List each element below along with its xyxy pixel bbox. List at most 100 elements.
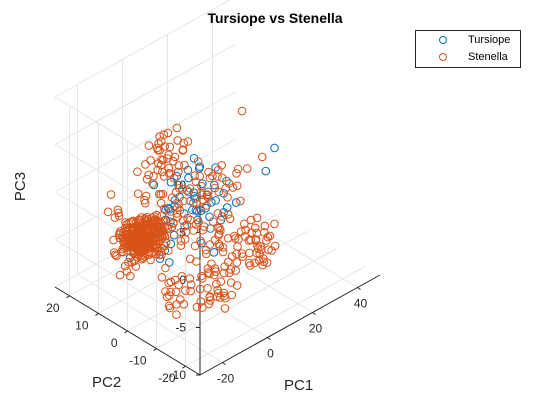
data-point-stenella — [169, 173, 179, 183]
legend-item-stenella[interactable]: Stenella — [416, 50, 520, 66]
data-point-tursiope — [231, 198, 241, 207]
data-point-stenella — [156, 137, 166, 146]
data-point-stenella — [270, 219, 279, 229]
data-point-stenella — [223, 193, 232, 202]
data-point-stenella — [125, 239, 135, 249]
data-point-stenella — [110, 213, 120, 222]
data-point-stenella — [176, 236, 186, 246]
data-point-stenella — [169, 156, 178, 166]
data-point-stenella — [127, 258, 137, 267]
data-point-stenella — [109, 235, 118, 245]
chart-title: Tursiope vs Stenella — [207, 10, 343, 26]
data-point-stenella — [181, 286, 190, 295]
data-point-stenella — [208, 217, 218, 226]
data-point-stenella — [156, 160, 166, 170]
data-point-stenella — [179, 138, 188, 148]
data-point-tursiope — [210, 180, 219, 190]
data-point-stenella — [180, 160, 189, 170]
data-point-stenella — [225, 214, 235, 224]
y-axis-label: PC2 — [92, 374, 122, 391]
x-tick-mark — [357, 287, 361, 290]
data-point-stenella — [170, 152, 180, 162]
data-point-stenella — [233, 164, 243, 174]
data-point-stenella — [236, 196, 245, 206]
data-point-stenella — [161, 263, 170, 273]
x-tick-mark — [267, 337, 271, 340]
data-point-stenella — [135, 247, 144, 257]
data-point-stenella — [140, 195, 149, 205]
data-point-stenella — [172, 123, 182, 133]
y-tick-mark — [95, 312, 99, 316]
data-point-stenella — [252, 213, 262, 223]
data-point-stenella — [211, 267, 220, 276]
data-point-stenella — [156, 218, 166, 228]
data-point-stenella — [164, 163, 174, 173]
data-point-stenella — [179, 300, 189, 309]
data-point-stenella — [133, 189, 143, 198]
data-point-stenella — [244, 236, 254, 245]
data-point-stenella — [161, 287, 170, 296]
data-point-stenella — [192, 257, 201, 266]
data-point-stenella — [225, 268, 234, 278]
data-point-stenella — [210, 235, 220, 245]
data-point-stenella — [190, 241, 200, 251]
data-point-stenella — [212, 279, 221, 289]
data-point-stenella — [199, 195, 208, 205]
data-point-stenella — [179, 196, 188, 206]
data-point-stenella — [138, 227, 148, 237]
data-point-stenella — [154, 238, 163, 248]
grid-line — [54, 144, 201, 233]
data-point-stenella — [144, 141, 154, 150]
data-point-stenella — [147, 222, 157, 232]
data-point-stenella — [146, 156, 155, 165]
grid-line — [54, 96, 201, 186]
data-point-stenella — [210, 183, 220, 193]
grid-line — [54, 139, 236, 240]
data-point-stenella — [103, 207, 113, 217]
x-axis-label: PC1 — [284, 377, 314, 394]
data-point-stenella — [194, 218, 203, 227]
data-point-stenella — [190, 171, 199, 180]
data-point-stenella — [191, 177, 201, 186]
x-tick-label: 40 — [354, 297, 368, 311]
data-point-stenella — [113, 205, 123, 215]
data-point-stenella — [205, 293, 214, 302]
data-point-stenella — [160, 232, 170, 241]
data-point-stenella — [186, 280, 196, 289]
data-point-stenella — [131, 237, 141, 246]
y-tick-label: 20 — [46, 301, 60, 315]
y-tick-mark — [124, 330, 128, 334]
data-point-stenella — [134, 217, 143, 226]
legend[interactable]: Tursiope Stenella — [415, 30, 521, 68]
data-point-stenella — [142, 174, 152, 184]
data-point-stenella — [128, 226, 138, 236]
data-point-stenella — [198, 274, 207, 283]
data-point-stenella — [189, 226, 198, 235]
data-point-stenella — [270, 241, 280, 251]
data-point-stenella — [156, 198, 166, 208]
data-point-stenella — [214, 288, 223, 298]
data-point-stenella — [166, 207, 175, 216]
data-point-stenella — [136, 234, 146, 243]
data-point-stenella — [252, 248, 261, 258]
legend-item-tursiope[interactable]: Tursiope — [416, 33, 520, 49]
data-point-stenella — [130, 249, 140, 259]
data-point-tursiope — [180, 221, 189, 231]
data-point-tursiope — [222, 203, 232, 212]
y-tick-label: 0 — [111, 336, 118, 350]
data-point-stenella — [156, 190, 166, 199]
y-tick-label: -10 — [129, 354, 147, 368]
data-point-stenella — [164, 150, 173, 160]
data-point-stenella — [189, 198, 198, 208]
legend-marker-stenella — [439, 53, 447, 61]
data-point-stenella — [182, 220, 192, 229]
data-point-tursiope — [184, 173, 193, 183]
data-point-tursiope — [261, 166, 271, 176]
data-point-stenella — [238, 252, 247, 261]
data-point-stenella — [163, 128, 173, 138]
data-point-stenella — [256, 242, 265, 251]
data-point-stenella — [232, 169, 241, 178]
data-point-stenella — [164, 301, 174, 311]
